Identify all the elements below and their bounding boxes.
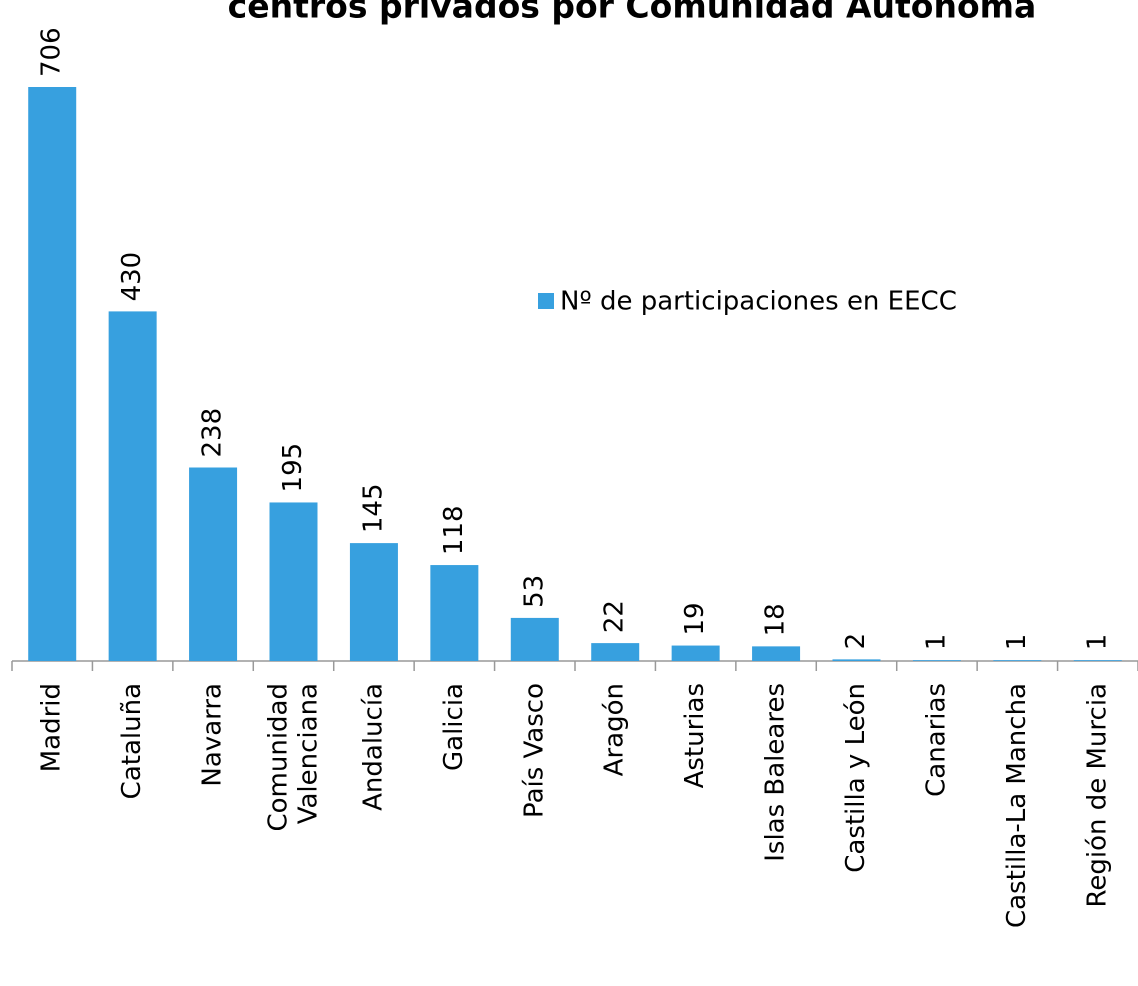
value-label: 19: [680, 602, 710, 635]
x-tick-label: País Vasco: [519, 683, 549, 818]
x-tick-label: Canarias: [921, 683, 951, 797]
x-tick-label: Aragón: [600, 683, 630, 776]
legend-swatch: [538, 293, 554, 309]
x-tick-label: ComunidadValenciana: [263, 683, 323, 832]
x-tick-label: Castilla y León: [841, 683, 871, 873]
bar: [671, 645, 720, 661]
value-label: 1: [1002, 634, 1032, 651]
value-label: 430: [117, 252, 147, 302]
value-label: 195: [278, 443, 308, 493]
legend-label: Nº de participaciones en EECC: [560, 287, 957, 317]
x-tick-label: Navarra: [198, 683, 228, 787]
x-tick-label: Castilla-La Mancha: [1002, 683, 1032, 928]
value-label: 2: [841, 633, 871, 650]
bar: [912, 660, 961, 661]
bar: [832, 659, 881, 661]
value-label: 238: [198, 408, 228, 458]
bar: [1073, 660, 1122, 661]
x-tick-label: Región de Murcia: [1082, 683, 1112, 908]
bar: [430, 565, 479, 661]
value-label: 18: [761, 603, 791, 636]
x-tick-label: Cataluña: [117, 683, 147, 799]
x-tick-label: Andalucía: [358, 683, 388, 811]
value-label: 1: [1082, 634, 1112, 651]
bar: [269, 502, 318, 661]
value-label: 53: [519, 575, 549, 608]
x-tick-label: Galicia: [439, 683, 469, 771]
bar: [349, 543, 398, 661]
value-label: 145: [358, 483, 388, 533]
bar: [510, 617, 559, 661]
x-tick-label: Madrid: [37, 683, 67, 772]
bar: [993, 660, 1042, 661]
bar: [108, 311, 157, 661]
x-tick-label: Asturias: [680, 683, 710, 788]
bar: [752, 646, 801, 661]
value-label: 1: [921, 634, 951, 651]
bar: [28, 87, 77, 661]
bar: [591, 643, 640, 661]
chart-title: centros privados por Comunidad Autónoma: [228, 0, 1037, 26]
bar: [189, 467, 238, 661]
x-tick-label: Islas Baleares: [761, 683, 791, 862]
value-label: 22: [600, 600, 630, 633]
value-label: 118: [439, 505, 469, 555]
value-label: 706: [37, 27, 67, 77]
